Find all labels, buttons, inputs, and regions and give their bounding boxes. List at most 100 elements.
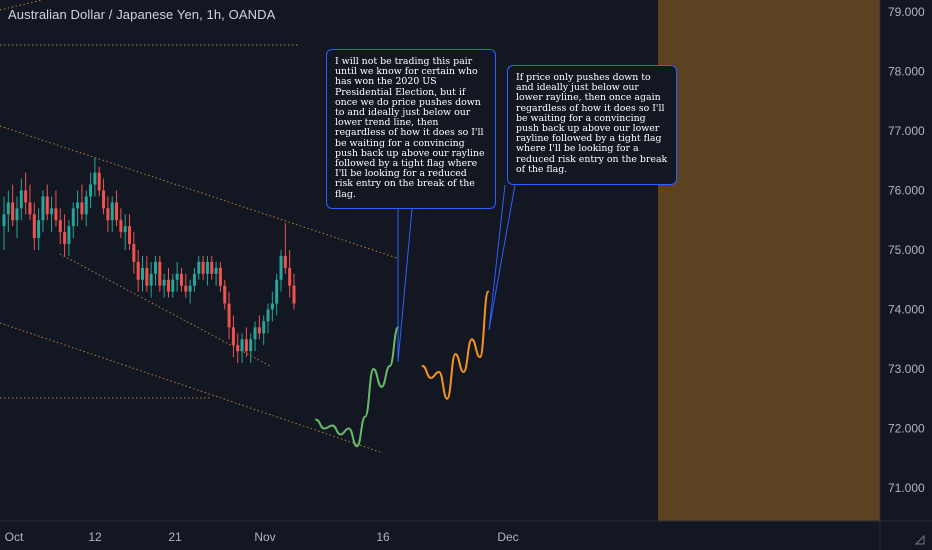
symbol-title[interactable]: Australian Dollar / Japanese Yen, 1h, OA… (8, 7, 276, 22)
green-projection-path (315, 326, 399, 448)
candle-body (132, 244, 136, 262)
candle-body (214, 267, 218, 274)
candle-body (102, 190, 106, 209)
candle-body (45, 196, 49, 215)
candle-body (141, 267, 145, 280)
price-tick-label: 73.000 (888, 362, 925, 376)
price-tick-label: 75.000 (888, 243, 925, 257)
candle-body (93, 172, 97, 185)
candle-body (197, 261, 201, 274)
candle-body (2, 214, 6, 227)
price-tick-label: 77.000 (888, 124, 925, 138)
candle-body (253, 327, 257, 340)
time-tick-label: 21 (168, 530, 182, 544)
note-2-connector (488, 184, 516, 331)
time-tick-label: 12 (88, 530, 102, 544)
candle-body (231, 327, 235, 346)
candle-body (266, 309, 270, 322)
candle-body (50, 208, 54, 215)
candle-body (136, 261, 140, 280)
candle-body (162, 279, 166, 286)
time-tick-label: Oct (5, 530, 24, 544)
annotation-note-2-text: If price only pushes down to and ideally… (516, 72, 668, 175)
price-tick-label: 72.000 (888, 422, 925, 436)
candle-body (106, 208, 110, 221)
candle-body (115, 202, 119, 221)
candle-body (80, 202, 84, 215)
candle-body (158, 261, 162, 286)
candle-body (283, 255, 287, 268)
annotation-note-2[interactable]: If price only pushes down to and ideally… (507, 65, 677, 185)
price-tick-label: 76.000 (888, 184, 925, 198)
price-tick-label: 79.000 (888, 5, 925, 19)
candle-body (153, 261, 157, 274)
candle-body (279, 255, 283, 280)
candle-body (41, 196, 45, 221)
candle-body (123, 226, 127, 233)
candle-body (218, 267, 222, 286)
candle-body (58, 220, 62, 233)
candle-body (179, 273, 183, 286)
price-axis[interactable]: 79.000 78.000 77.000 76.000 75.000 74.000 73.0… (888, 5, 925, 495)
time-axis[interactable]: Oct 12 21 Nov 16 Dec (5, 530, 519, 544)
candle-body (19, 190, 23, 209)
candle-body (128, 226, 132, 245)
candle-body (84, 196, 88, 215)
note-1-connector (397, 208, 413, 363)
candle-body (192, 273, 196, 286)
candle-body (262, 321, 266, 334)
candle-body (184, 285, 188, 292)
candle-body (201, 261, 205, 274)
candle-body (188, 285, 192, 292)
candle-body (292, 285, 296, 304)
future-zone-box (658, 0, 880, 521)
time-tick-label: Nov (254, 530, 275, 544)
projections (315, 290, 490, 448)
candle-body (67, 226, 71, 245)
price-tick-label: 71.000 (888, 481, 925, 495)
annotation-note-1-text: I will not be trading this pair until we… (335, 56, 485, 200)
candle-body (28, 202, 32, 215)
annotation-note-1[interactable]: I will not be trading this pair until we… (326, 49, 496, 209)
orange-projection-path (421, 290, 490, 400)
candle-body (119, 220, 123, 233)
note-connectors (397, 184, 516, 363)
trendline (0, 322, 384, 454)
candle-body (15, 208, 19, 221)
candle-body (71, 208, 75, 227)
time-tick-label: 16 (376, 530, 390, 544)
candle-body (145, 267, 149, 286)
axis-settings-icon[interactable] (914, 534, 926, 546)
candle-body (210, 261, 214, 274)
candle-body (240, 339, 244, 352)
candle-body (205, 261, 209, 274)
candle-body (223, 285, 227, 304)
candle-body (76, 202, 80, 209)
candle-body (97, 172, 101, 191)
candle-body (11, 202, 15, 221)
candle-body (6, 202, 10, 215)
candle-body (149, 273, 153, 286)
price-tick-label: 78.000 (888, 65, 925, 79)
candle-body (54, 208, 58, 221)
candles (2, 157, 296, 364)
candle-body (275, 279, 279, 304)
candle-body (175, 273, 179, 280)
candle-body (37, 220, 41, 239)
candle-body (32, 214, 36, 239)
candle-body (166, 279, 170, 292)
candle-body (236, 345, 240, 352)
candle-body (63, 232, 67, 245)
candle-body (270, 303, 274, 310)
candle-body (227, 303, 231, 328)
candle-body (89, 184, 93, 197)
candle-body (244, 339, 248, 352)
candle-body (288, 267, 292, 286)
trendline (0, 125, 398, 259)
price-tick-label: 74.000 (888, 303, 925, 317)
candle-body (171, 279, 175, 292)
candle-body (249, 339, 253, 352)
candle-body (24, 190, 28, 203)
time-tick-label: Dec (497, 530, 518, 544)
candle-body (257, 327, 261, 334)
